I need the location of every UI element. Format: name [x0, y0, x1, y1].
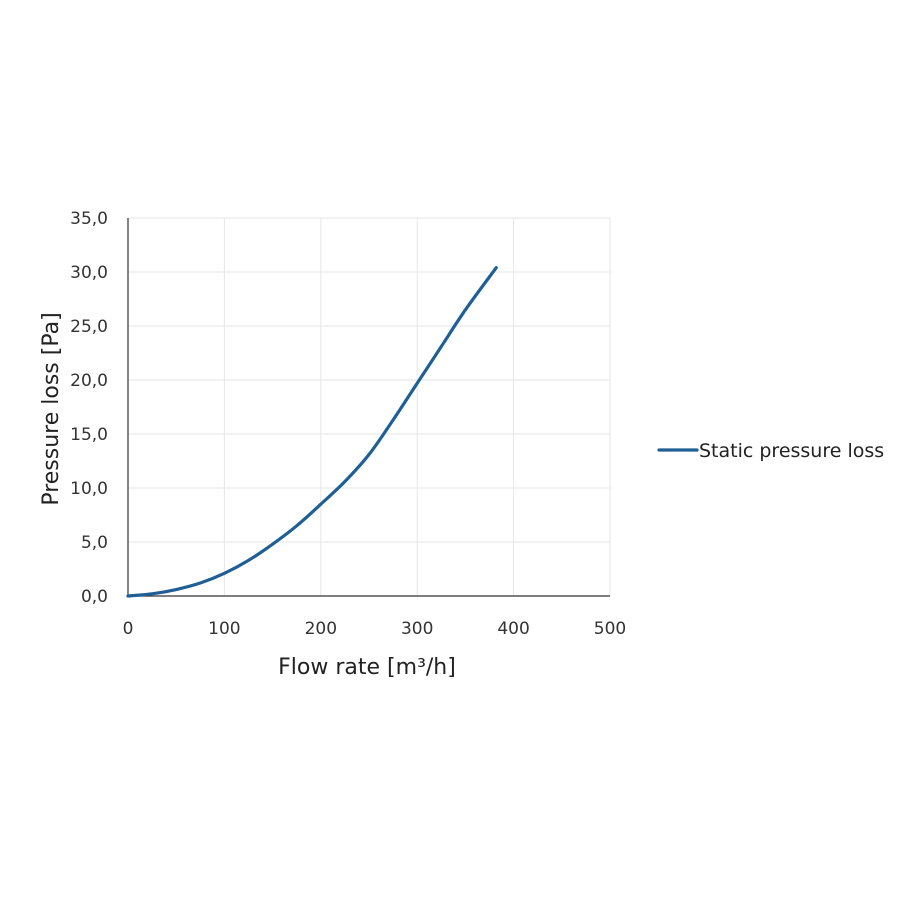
series-line-static-pressure-loss	[126, 266, 498, 598]
y-tick-label: 30,0	[70, 263, 108, 283]
x-tick-label: 400	[497, 619, 529, 639]
y-tick-label: 15,0	[70, 425, 108, 445]
y-tick-label: 10,0	[70, 479, 108, 499]
x-tick-label: 500	[594, 619, 626, 639]
y-tick-label: 5,0	[81, 533, 108, 553]
y-tick-label: 25,0	[70, 317, 108, 337]
x-axis-title: Flow rate [m³/h]	[278, 655, 456, 680]
grid	[128, 217, 611, 596]
legend: Static pressure loss	[657, 440, 884, 462]
y-tick-label: 0,0	[81, 587, 108, 607]
x-tick-label: 300	[401, 619, 433, 639]
y-axis-title: Pressure loss [Pa]	[39, 312, 64, 505]
axes	[127, 218, 610, 597]
legend-label: Static pressure loss	[699, 440, 884, 462]
series-layer	[126, 266, 498, 598]
y-tick-label: 35,0	[70, 209, 108, 229]
tick-labels: 0 100 200 300 400 500 0,0 5,0 10,0 15,0 20,0 25,0 30…	[70, 209, 626, 639]
x-tick-label: 100	[208, 619, 240, 639]
x-tick-label: 0	[123, 619, 134, 639]
x-tick-label: 200	[305, 619, 337, 639]
y-tick-label: 20,0	[70, 371, 108, 391]
